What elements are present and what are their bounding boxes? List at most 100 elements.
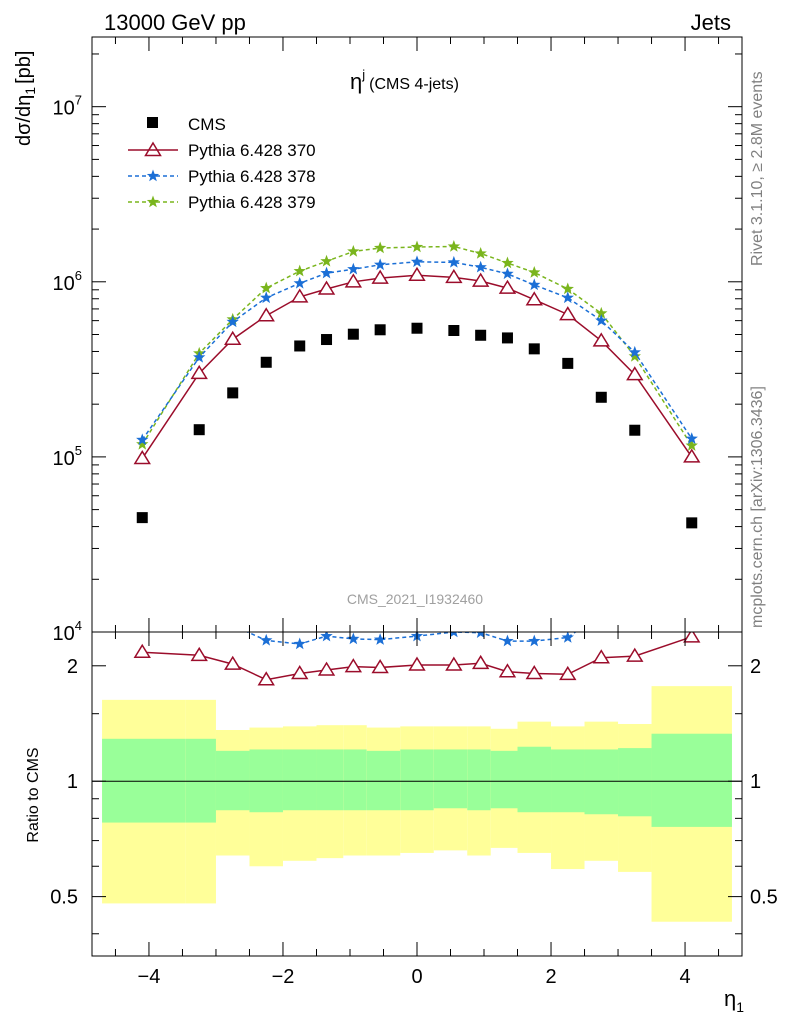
header-beam-label: 13000 GeV pp [104, 10, 246, 35]
data-point-370 [408, 266, 426, 282]
ratio-x-tick-label: −4 [138, 966, 161, 988]
mcplots-credit-label: mcplots.cern.ch [arXiv:1306.3436] [749, 386, 766, 628]
ratio-x-tick-labels: −4 −2 0 2 4 [138, 966, 691, 988]
data-point-star [628, 345, 641, 358]
data-point-cms [193, 424, 205, 436]
data-point-cms [347, 328, 359, 340]
data-point-cms [260, 356, 272, 368]
stat-uncertainty-band [316, 749, 344, 811]
ratio-x-axis-label-text: η [724, 986, 736, 1011]
stat-uncertainty-band [584, 749, 619, 815]
legend-label-379: Pythia 6.428 379 [188, 193, 316, 212]
data-point-star [226, 315, 239, 328]
legend-marker-379 [146, 195, 160, 208]
ratio-data-series [133, 604, 701, 686]
ratio-point-star [629, 604, 641, 616]
ratio-point-star [561, 632, 574, 643]
ratio-x-tick-label: 4 [679, 966, 690, 988]
main-panel: ηj (CMS 4-jets) dσ/dη1 [pb] CMS Pythia 6.4… [13, 36, 743, 645]
data-point-star [373, 258, 387, 271]
data-point-cms [562, 357, 574, 369]
main-y-tick-label: 107 [53, 93, 82, 120]
series-line [141, 261, 693, 441]
stat-uncertainty-band [343, 749, 367, 811]
main-y-axis-label: dσ/dη1 [pb] [13, 51, 38, 146]
ratio-point-370 [626, 647, 644, 662]
ratio-point-370 [224, 655, 242, 670]
ratio-y-tick-label-left: 1 [67, 771, 78, 793]
data-point-370 [257, 307, 275, 322]
data-point-370 [445, 268, 463, 284]
data-point-370 [683, 448, 701, 463]
data-point-star [136, 433, 149, 446]
data-point-star [528, 265, 541, 278]
data-point-cms [411, 322, 423, 334]
data-point-star [474, 260, 487, 273]
main-y-tick-label: 106 [53, 268, 82, 295]
ratio-x-axis-label-sub: 1 [736, 999, 744, 1015]
data-point-cms [595, 391, 607, 403]
data-point-370 [133, 449, 151, 465]
stat-uncertainty-band [433, 749, 468, 809]
ratio-point-star [347, 632, 360, 645]
ratio-point-star [501, 634, 514, 647]
data-point-370 [224, 330, 242, 345]
ratio-panel: 0.5 0.51 12 2 −4 −2 0 2 4 Ratio to CMS η1 [25, 604, 778, 1015]
main-y-tick-labels: 104 105 106 107 [53, 93, 82, 645]
data-point-star [447, 255, 461, 268]
stat-uncertainty-band [517, 746, 552, 813]
ratio-point-star [450, 632, 458, 638]
ratio-y-tick-label-right: 1 [750, 771, 761, 793]
data-point-star [628, 349, 641, 362]
ratio-point-370 [683, 632, 701, 643]
stat-uncertainty-band [467, 749, 491, 811]
series-0 [136, 322, 698, 529]
ratio-y-tick-label-right: 0.5 [750, 887, 778, 909]
ratio-uncertainty-bands [102, 686, 732, 922]
series-1 [133, 266, 701, 465]
ratio-point-370 [471, 654, 490, 670]
data-point-370 [190, 364, 208, 380]
data-point-star [685, 439, 698, 451]
ratio-point-star [595, 607, 607, 619]
ratio-axis-ticks [92, 632, 742, 956]
stat-uncertainty-band [651, 733, 732, 827]
ratio-x-tick-label: 2 [545, 966, 556, 988]
data-point-370 [626, 366, 644, 381]
main-y-axis-label-unit: [pb] [13, 51, 35, 84]
stat-uncertainty-band [102, 738, 186, 823]
data-point-star [320, 266, 333, 279]
data-point-370 [291, 288, 309, 303]
rivet-version-label: Rivet 3.1.10, ≥ 2.8M events [749, 71, 766, 266]
ratio-y-tick-labels: 0.5 0.5 1 1 2 2 [50, 656, 778, 909]
ratio-point-star [373, 633, 387, 645]
data-point-cms [321, 334, 333, 346]
data-point-star [293, 264, 306, 277]
legend-label-370: Pythia 6.428 370 [188, 141, 316, 160]
data-point-370 [371, 269, 389, 284]
ratio-point-370 [559, 665, 577, 681]
data-point-cms [448, 325, 460, 337]
ratio-plot-frame [91, 631, 743, 957]
series-line [141, 274, 693, 459]
data-point-cms [528, 343, 540, 355]
ratio-point-370 [344, 658, 363, 673]
data-point-cms [475, 329, 487, 341]
stat-uncertainty-band [490, 750, 518, 809]
data-point-cms [629, 424, 641, 436]
ratio-point-star [320, 632, 333, 642]
data-point-star [193, 350, 206, 363]
data-point-star [410, 255, 424, 268]
series-3 [136, 240, 698, 451]
data-point-star [501, 267, 514, 280]
stat-uncertainty-band [282, 749, 317, 811]
stat-uncertainty-band [400, 749, 434, 811]
data-point-370 [498, 279, 517, 294]
ratio-series-0 [133, 632, 701, 686]
ratio-point-370 [133, 643, 151, 658]
data-point-star [595, 314, 608, 326]
header-category-label: Jets [691, 10, 731, 35]
data-point-370 [592, 332, 610, 347]
data-point-star [260, 291, 273, 304]
